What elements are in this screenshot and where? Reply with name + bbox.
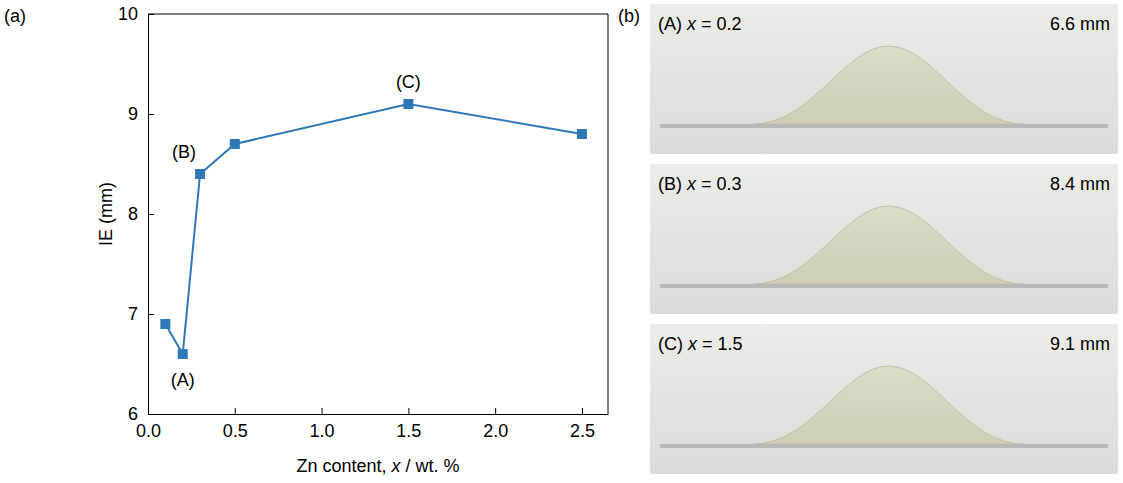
axis-line [149,414,609,415]
tick: 9 [128,104,154,124]
tick-mark [495,408,496,414]
tick-label: 0.0 [136,421,161,441]
photo: (A) x = 0.2 6.6 mm [650,4,1118,154]
tick-mark [148,114,154,115]
tick-mark [148,214,154,215]
y-axis: 6 7 8 9 10 [118,4,154,424]
text-part: (C) [658,334,688,354]
text-part: (B) [658,174,687,194]
tick-label: 0.5 [223,421,248,441]
tick: 6 [128,404,154,424]
photo-value: 9.1 mm [1050,334,1110,354]
marker [230,139,240,149]
tick-label: 2.0 [483,421,508,441]
frame [608,14,609,414]
photo: (C) x = 1.5 9.1 mm [650,324,1118,474]
marker [577,129,587,139]
tick: 7 [128,304,154,324]
tick: 8 [128,204,154,224]
x-axis-title: Zn content, x / wt. % [296,456,459,476]
marker [403,99,413,109]
tick: 2.5 [570,408,595,441]
photo-background [650,324,1118,474]
tick-mark [408,408,409,414]
photo-label: (A) x = 0.2 [658,14,742,34]
tick-label: 7 [128,304,138,324]
photo-background [650,164,1118,314]
tick: 2.0 [483,408,508,441]
tick-label: 10 [118,4,138,24]
tick: 0.5 [223,408,248,441]
tick-mark [148,414,154,415]
tick-label: 8 [128,204,138,224]
marker [160,319,170,329]
sheet [660,284,1108,288]
annotation: (A) [171,370,195,390]
tick: 1.5 [396,408,421,441]
text-part: (A) [658,14,687,34]
plot-marks [160,99,587,359]
y-axis-title: IE (mm) [96,182,116,246]
line [165,104,582,354]
sheet [660,124,1108,128]
dome [753,46,1024,124]
text-part: = 0.2 [696,14,742,34]
text-part: / wt. % [401,456,460,476]
tick-mark [148,314,154,315]
tick-mark [582,408,583,414]
marker [195,169,205,179]
marker [178,349,188,359]
text-part: = 1.5 [697,334,743,354]
photo-value: 8.4 mm [1050,174,1110,194]
photo-label: (B) x = 0.3 [658,174,742,194]
tick-label: 1.0 [310,421,335,441]
tick-mark [322,408,323,414]
photo: (B) x = 0.3 8.4 mm [650,164,1118,314]
dome [753,366,1024,444]
photo-value: 6.6 mm [1050,14,1110,34]
tick-label: 1.5 [396,421,421,441]
text-part: Zn content, [296,456,391,476]
panel-label: (a) [4,6,26,26]
x-axis: 0.0 0.5 1.0 1.5 2.0 2.5 [136,408,609,441]
annotation: (B) [172,142,196,162]
sheet [660,444,1108,448]
tick-mark [235,408,236,414]
annotation: (C) [396,72,421,92]
figure: (a) 0.0 0.5 1.0 1.5 2.0 2.5 6 7 8 9 10 Zn content, x… [0,0,1123,483]
tick-label: 6 [128,404,138,424]
dome [753,206,1024,284]
text-part: = 0.3 [696,174,742,194]
tick-label: 9 [128,104,138,124]
photo-label: (C) x = 1.5 [658,334,743,354]
tick: 1.0 [310,408,335,441]
frame [148,14,608,15]
panel-label: (b) [618,6,640,26]
tick-label: 2.5 [570,421,595,441]
photo-background [650,4,1118,154]
